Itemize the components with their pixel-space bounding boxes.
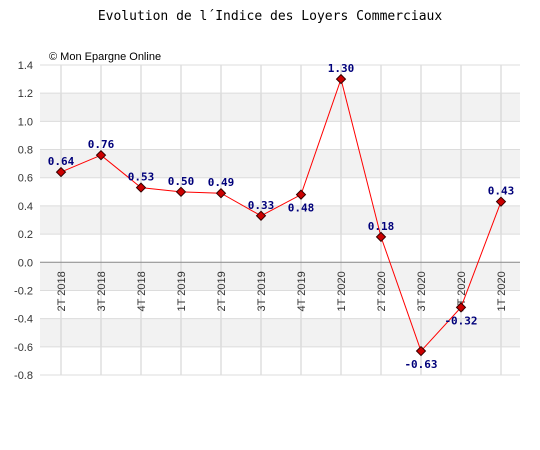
data-point (415, 345, 427, 357)
x-tick-label: 4T 2020 (456, 271, 468, 311)
data-point (455, 302, 467, 313)
y-tick-label: -0.4 (14, 314, 33, 326)
series-line (60, 77, 502, 352)
y-tick-label: 0.0 (18, 257, 33, 269)
x-tick-label: 4T 2019 (296, 271, 308, 311)
x-tick-label: 2T 2020 (376, 271, 388, 311)
vertical-gridlines (60, 65, 502, 375)
data-label: 0.64 (48, 155, 75, 168)
grid-band (40, 149, 520, 178)
x-axis-ticks: 2T 2018 3T 2018 4T 2018 1T 2019 2T 2019 3T 20… (56, 271, 508, 311)
data-label: 0.53 (128, 171, 155, 184)
data-point (295, 189, 307, 200)
data-label: 0.43 (488, 185, 515, 198)
chart-credit: © Mon Epargne Online (49, 51, 161, 63)
data-point (95, 149, 107, 161)
data-label: 0.48 (288, 202, 315, 215)
grid-band (40, 205, 520, 235)
data-label: 0.76 (88, 138, 115, 151)
data-point (55, 166, 67, 178)
data-label: -0.63 (404, 358, 437, 371)
grid-band (40, 262, 520, 291)
x-tick-label: 1T 2020 (336, 271, 348, 311)
grid-band (40, 318, 520, 347)
data-point (375, 231, 387, 243)
x-tick-label: 1T 2020 (496, 271, 508, 311)
data-point (215, 188, 227, 199)
data-labels: 0.64 0.76 0.53 0.50 0.49 0.33 0.48 1.30 0.18 -0.6… (48, 62, 515, 371)
y-axis-ticks: 1.4 1.2 1.0 0.8 0.6 0.4 0.2 0.0 -0.2 -0.4 -0.6 -0.8 (14, 60, 33, 382)
data-series (55, 73, 507, 357)
y-tick-label: 1.0 (18, 116, 33, 128)
background-bands (40, 93, 520, 347)
y-tick-label: 1.4 (18, 60, 33, 72)
x-tick-label: 2T 2018 (56, 271, 68, 311)
x-tick-label: 3T 2020 (416, 271, 428, 311)
data-point (335, 73, 347, 85)
y-tick-label: -0.6 (14, 342, 33, 354)
x-tick-label: 2T 2019 (216, 271, 228, 311)
data-point (495, 196, 507, 207)
data-point (135, 182, 147, 193)
x-tick-label: 1T 2019 (176, 271, 188, 311)
y-tick-label: 0.8 (18, 145, 33, 157)
y-tick-label: 1.2 (18, 88, 33, 100)
data-point (175, 186, 187, 198)
y-tick-label: 0.2 (18, 229, 33, 241)
y-tick-label: 0.4 (18, 201, 33, 213)
data-label: 0.18 (368, 220, 395, 233)
x-tick-label: 3T 2019 (256, 271, 268, 311)
data-point (255, 210, 267, 221)
data-label: 0.33 (248, 199, 275, 212)
horizontal-gridlines (40, 64, 520, 376)
data-label: 0.49 (208, 176, 235, 189)
data-label: -0.32 (444, 314, 477, 327)
data-label: 0.50 (168, 175, 195, 188)
chart-title: Evolution de l´Indice des Loyers Commerc… (98, 9, 443, 24)
y-tick-label: -0.8 (14, 370, 33, 382)
x-tick-label: 4T 2018 (136, 271, 148, 311)
grid-band (40, 93, 520, 122)
y-tick-label: 0.6 (18, 173, 33, 185)
data-label: 1.30 (328, 62, 355, 75)
x-tick-label: 3T 2018 (96, 271, 108, 311)
y-tick-label: -0.2 (14, 285, 33, 297)
